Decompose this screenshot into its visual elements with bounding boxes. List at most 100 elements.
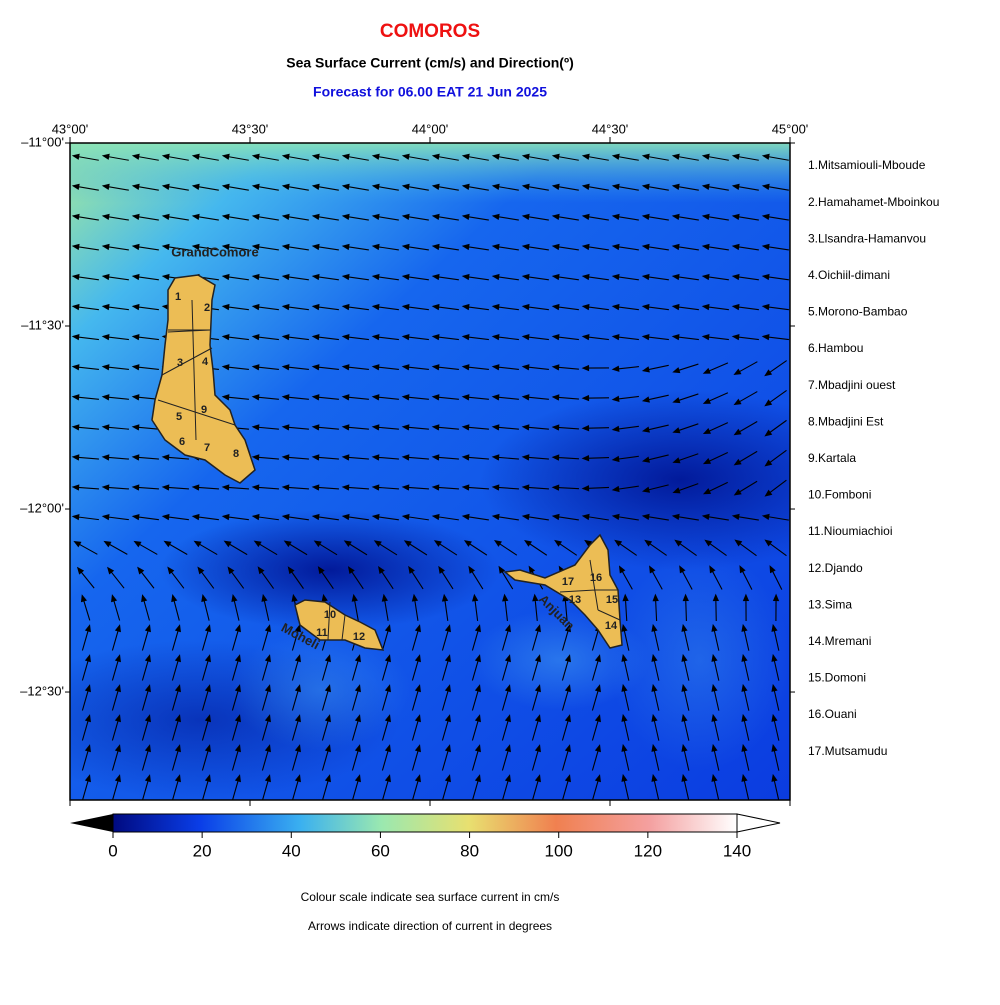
current-arrow <box>191 213 219 221</box>
current-arrow <box>261 774 271 800</box>
current-arrow <box>652 593 659 622</box>
current-arrow <box>739 565 753 590</box>
current-arrow <box>141 654 151 681</box>
current-arrow <box>731 243 759 251</box>
current-arrow <box>221 364 249 371</box>
current-arrow <box>581 273 609 281</box>
current-arrow <box>111 774 121 800</box>
current-arrow <box>711 683 720 711</box>
current-arrow <box>431 484 460 491</box>
current-arrow <box>371 334 399 341</box>
current-arrow <box>111 684 121 711</box>
current-arrow <box>733 480 758 496</box>
current-arrow <box>521 394 549 401</box>
current-arrow <box>461 153 489 161</box>
current-arrow <box>731 273 759 281</box>
legend-entry: 17.Mutsamudu <box>808 744 887 758</box>
map-field <box>70 143 790 800</box>
current-arrow <box>761 334 789 341</box>
district-number: 14 <box>605 620 618 632</box>
current-arrow <box>581 153 609 161</box>
current-arrow <box>461 303 489 311</box>
current-arrow <box>81 714 91 741</box>
current-arrow <box>231 654 241 681</box>
current-arrow <box>741 623 750 651</box>
colorbar-label: 100 <box>545 841 573 860</box>
current-arrow <box>281 243 309 251</box>
current-arrow <box>611 303 639 311</box>
current-arrow <box>111 654 121 681</box>
current-arrow <box>621 713 630 741</box>
district-number: 6 <box>179 436 185 448</box>
current-arrow <box>311 424 339 431</box>
current-arrow <box>341 424 369 431</box>
current-arrow <box>131 334 159 341</box>
current-arrow <box>201 714 211 741</box>
current-arrow <box>438 565 454 590</box>
current-arrow <box>731 334 759 341</box>
colorbar-label: 60 <box>371 841 390 860</box>
current-arrow <box>551 513 579 521</box>
current-arrow <box>231 714 241 741</box>
colorbar-label: 120 <box>634 841 662 860</box>
current-arrow <box>771 713 780 741</box>
current-arrow <box>101 303 129 311</box>
current-arrow <box>371 364 399 371</box>
current-arrow <box>461 273 489 281</box>
current-arrow <box>401 243 429 251</box>
current-arrow <box>351 684 361 711</box>
current-arrow <box>131 454 160 461</box>
current-arrow <box>347 566 364 590</box>
current-arrow <box>441 744 451 771</box>
y-tick-label: –11°30' <box>21 317 64 332</box>
current-arrow <box>532 593 539 621</box>
current-arrow <box>551 424 580 431</box>
current-arrow <box>733 361 758 376</box>
current-arrow <box>441 714 451 741</box>
current-arrow <box>103 540 128 555</box>
current-arrow <box>251 334 279 341</box>
current-arrow <box>641 334 669 341</box>
current-arrow <box>591 714 601 741</box>
current-arrow <box>231 774 241 800</box>
current-arrow <box>461 484 490 491</box>
current-arrow <box>381 593 389 621</box>
current-arrow <box>641 424 669 433</box>
current-arrow <box>281 334 309 341</box>
current-arrow <box>731 303 759 311</box>
current-arrow <box>281 513 309 521</box>
current-arrow <box>704 539 727 557</box>
current-arrow <box>251 303 279 311</box>
current-arrow <box>351 744 361 771</box>
current-arrow <box>321 684 331 711</box>
legend-entry: 8.Mbadjini Est <box>808 414 884 428</box>
current-arrow <box>651 773 660 800</box>
current-arrow <box>641 273 669 281</box>
current-arrow <box>672 363 699 374</box>
current-arrow <box>191 484 220 491</box>
current-arrow <box>221 513 249 521</box>
current-arrow <box>741 773 750 800</box>
current-arrow <box>501 684 511 711</box>
current-arrow <box>741 713 750 741</box>
current-arrow <box>709 565 723 590</box>
current-arrow <box>521 454 550 461</box>
current-arrow <box>651 713 660 741</box>
current-arrow <box>131 513 159 521</box>
note: Colour scale indicate sea surface curren… <box>301 890 560 904</box>
current-arrow <box>411 624 421 651</box>
current-arrow <box>221 153 249 161</box>
current-arrow <box>498 565 514 590</box>
current-arrow <box>76 566 95 589</box>
current-arrow <box>171 624 181 651</box>
current-arrow <box>101 394 129 401</box>
current-arrow <box>611 183 639 191</box>
x-tick-label: 43°30' <box>232 121 269 136</box>
current-arrow <box>251 394 279 401</box>
current-arrow <box>621 623 630 651</box>
subtitle: Sea Surface Current (cm/s) and Direction… <box>286 55 574 71</box>
current-arrow <box>371 484 400 491</box>
district-number: 7 <box>204 442 210 454</box>
current-arrow <box>461 213 489 221</box>
current-arrow <box>701 334 729 341</box>
